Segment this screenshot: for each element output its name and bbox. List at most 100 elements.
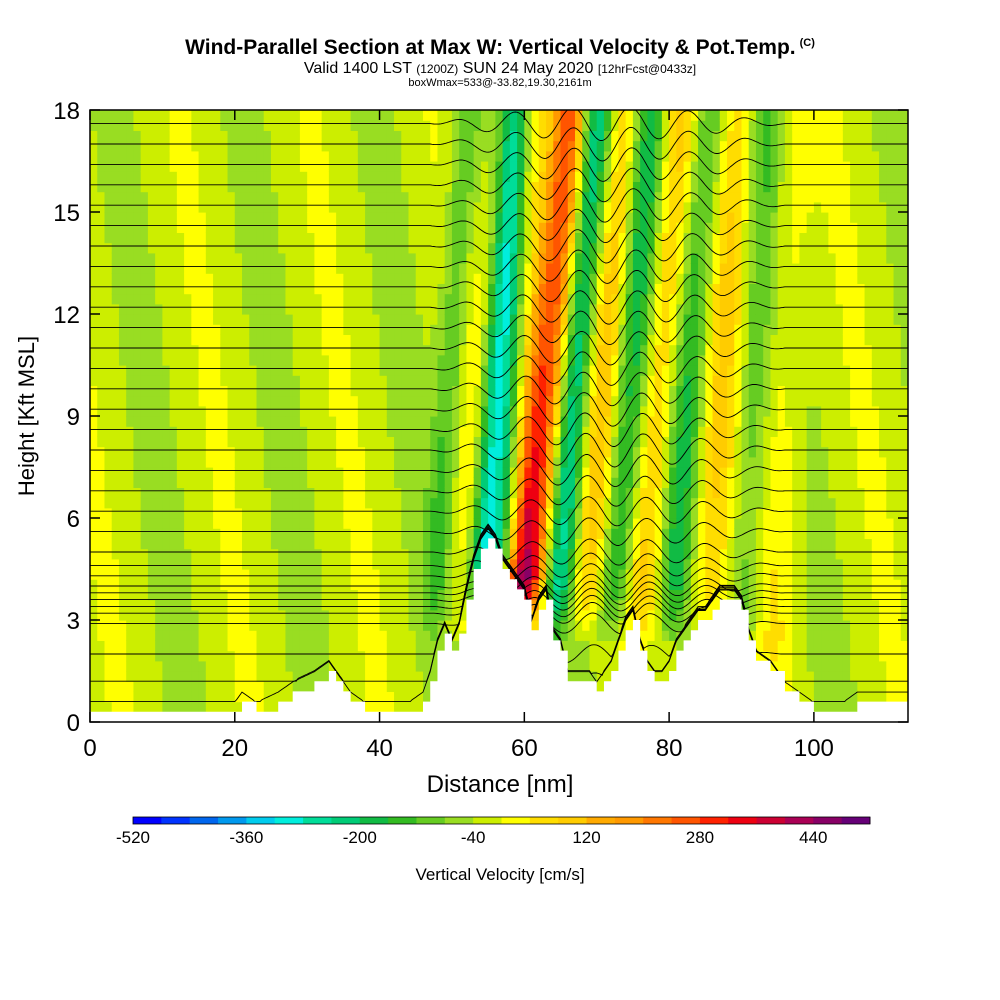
field-cell xyxy=(582,569,591,580)
field-cell xyxy=(155,334,163,346)
field-cell xyxy=(270,701,279,713)
field-cell xyxy=(553,518,562,529)
field-cell xyxy=(299,528,308,539)
field-cell xyxy=(546,191,554,203)
field-cell xyxy=(321,436,330,448)
field-cell xyxy=(155,252,163,264)
field-cell xyxy=(502,518,511,529)
field-cell xyxy=(256,650,265,662)
field-cell xyxy=(596,354,605,366)
field-cell xyxy=(603,558,612,570)
field-cell xyxy=(97,630,106,641)
field-cell xyxy=(184,507,192,519)
field-cell xyxy=(575,344,583,356)
field-cell xyxy=(307,579,316,590)
field-cell xyxy=(473,354,482,366)
field-cell xyxy=(372,507,381,519)
field-cell xyxy=(582,344,591,356)
field-cell xyxy=(408,375,417,386)
field-cell xyxy=(321,477,330,488)
field-cell xyxy=(589,518,598,529)
field-cell xyxy=(647,599,656,611)
field-cell xyxy=(683,436,692,448)
field-cell xyxy=(234,538,243,550)
field-cell xyxy=(285,497,294,509)
field-cell xyxy=(242,354,250,366)
field-cell xyxy=(459,385,468,397)
field-cell xyxy=(263,344,272,356)
field-cell xyxy=(314,110,323,121)
field-cell xyxy=(517,395,525,407)
field-cell xyxy=(575,569,583,580)
field-cell xyxy=(603,365,612,376)
field-cell xyxy=(176,497,185,509)
field-cell xyxy=(401,456,410,468)
field-cell xyxy=(263,405,272,417)
field-cell xyxy=(357,528,366,539)
field-cell xyxy=(285,405,294,417)
field-cell xyxy=(169,303,178,315)
field-cell xyxy=(90,191,98,203)
field-cell xyxy=(386,171,395,182)
field-cell xyxy=(350,273,359,284)
field-cell xyxy=(379,181,388,193)
field-cell xyxy=(118,538,127,550)
field-cell xyxy=(133,110,142,121)
field-cell xyxy=(401,599,410,611)
field-cell xyxy=(205,150,214,162)
field-cell xyxy=(256,671,265,682)
field-cell xyxy=(336,630,344,641)
field-cell xyxy=(401,477,410,488)
field-cell xyxy=(517,477,525,488)
field-cell xyxy=(336,344,344,356)
field-cell xyxy=(430,456,439,468)
field-cell xyxy=(625,324,634,335)
field-cell xyxy=(430,242,439,254)
field-cell xyxy=(567,477,576,488)
field-cell xyxy=(90,538,98,550)
field-cell xyxy=(350,161,359,172)
field-cell xyxy=(263,150,272,162)
field-cell xyxy=(473,324,482,335)
field-cell xyxy=(408,130,417,142)
field-cell xyxy=(191,222,200,233)
field-cell xyxy=(169,660,178,672)
field-cell xyxy=(350,681,359,692)
field-cell xyxy=(567,191,576,203)
field-cell xyxy=(307,375,316,386)
field-cell xyxy=(126,507,135,519)
field-cell xyxy=(176,385,185,397)
field-cell xyxy=(278,365,287,376)
field-cell xyxy=(495,467,504,478)
field-cell xyxy=(365,467,373,478)
field-cell xyxy=(176,303,185,315)
field-cell xyxy=(430,395,439,407)
field-cell xyxy=(596,456,605,468)
field-cell xyxy=(191,538,200,550)
field-cell xyxy=(596,375,605,386)
field-cell xyxy=(625,579,634,590)
field-cell xyxy=(567,252,576,264)
field-cell xyxy=(176,201,185,213)
field-cell xyxy=(292,324,301,335)
field-cell xyxy=(227,263,236,274)
field-cell xyxy=(596,334,605,346)
field-cell xyxy=(596,467,605,478)
field-cell xyxy=(422,446,431,458)
field-cell xyxy=(553,263,562,274)
field-cell xyxy=(372,344,381,356)
field-cell xyxy=(191,314,200,325)
field-cell xyxy=(661,242,670,254)
field-cell xyxy=(676,507,685,519)
field-cell xyxy=(90,558,98,570)
field-cell xyxy=(140,609,149,621)
field-cell xyxy=(263,222,272,233)
field-cell xyxy=(147,528,156,539)
field-cell xyxy=(126,344,135,356)
field-cell xyxy=(517,252,525,264)
field-cell xyxy=(169,620,178,631)
field-cell xyxy=(270,426,279,437)
field-cell xyxy=(343,375,352,386)
field-cell xyxy=(640,232,648,244)
field-cell xyxy=(401,242,410,254)
